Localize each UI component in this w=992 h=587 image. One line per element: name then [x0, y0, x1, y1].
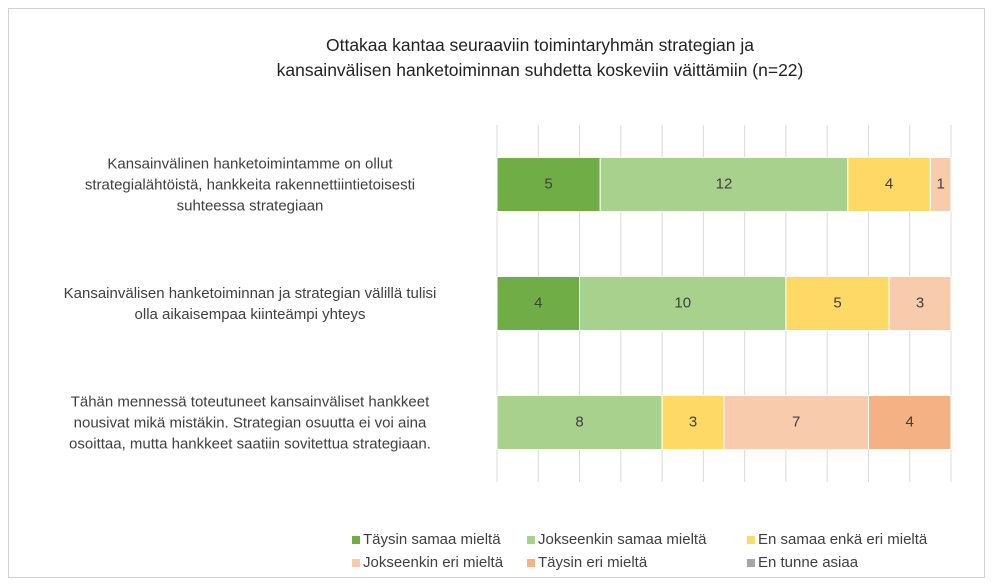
bar-segment [888, 276, 952, 331]
data-label: 12 [716, 175, 733, 192]
bar-segment [496, 395, 663, 450]
category-label: Tähän mennessä toteutuneet kansainvälise… [69, 393, 431, 452]
legend-swatch [747, 559, 755, 567]
bar-segment [929, 157, 952, 212]
bar-segment [496, 157, 601, 212]
legend-swatch [352, 559, 360, 567]
legend-swatch [527, 559, 535, 567]
data-label: 10 [674, 294, 691, 311]
data-label: 8 [575, 413, 583, 430]
data-label: 5 [833, 294, 841, 311]
bar-segment [579, 276, 787, 331]
category-label: Kansainvälinen hanketoimintamme on ollut… [84, 155, 416, 214]
legend-swatch [747, 536, 755, 544]
bar-segment [599, 157, 849, 212]
bar-segment [867, 395, 952, 450]
legend-label: Jokseenkin eri mieltä [363, 554, 504, 571]
legend-label: En tunne asiaa [758, 554, 859, 571]
legend-label: Jokseenkin samaa mieltä [538, 531, 707, 548]
legend-swatch [527, 536, 535, 544]
bar-segment [496, 276, 581, 331]
data-label: 4 [906, 413, 914, 430]
chart-border [8, 8, 985, 578]
bar-segment [785, 276, 890, 331]
bar-segment [847, 157, 931, 212]
data-label: 7 [792, 413, 800, 430]
data-label: 5 [544, 175, 552, 192]
data-label: 1 [937, 175, 945, 192]
data-label: 4 [534, 294, 542, 311]
legend-label: Täysin eri mieltä [538, 554, 648, 571]
data-label: 3 [689, 413, 697, 430]
legend-swatch [352, 536, 360, 544]
data-label: 4 [885, 175, 893, 192]
chart-title: Ottakaa kantaa seuraaviin toimintaryhmän… [276, 35, 804, 80]
category-label: Kansainvälisen hanketoiminnan ja strateg… [63, 284, 437, 323]
legend-label: Täysin samaa mieltä [363, 531, 501, 548]
legend-label: En samaa enkä eri mieltä [758, 531, 928, 548]
data-label: 3 [916, 294, 924, 311]
